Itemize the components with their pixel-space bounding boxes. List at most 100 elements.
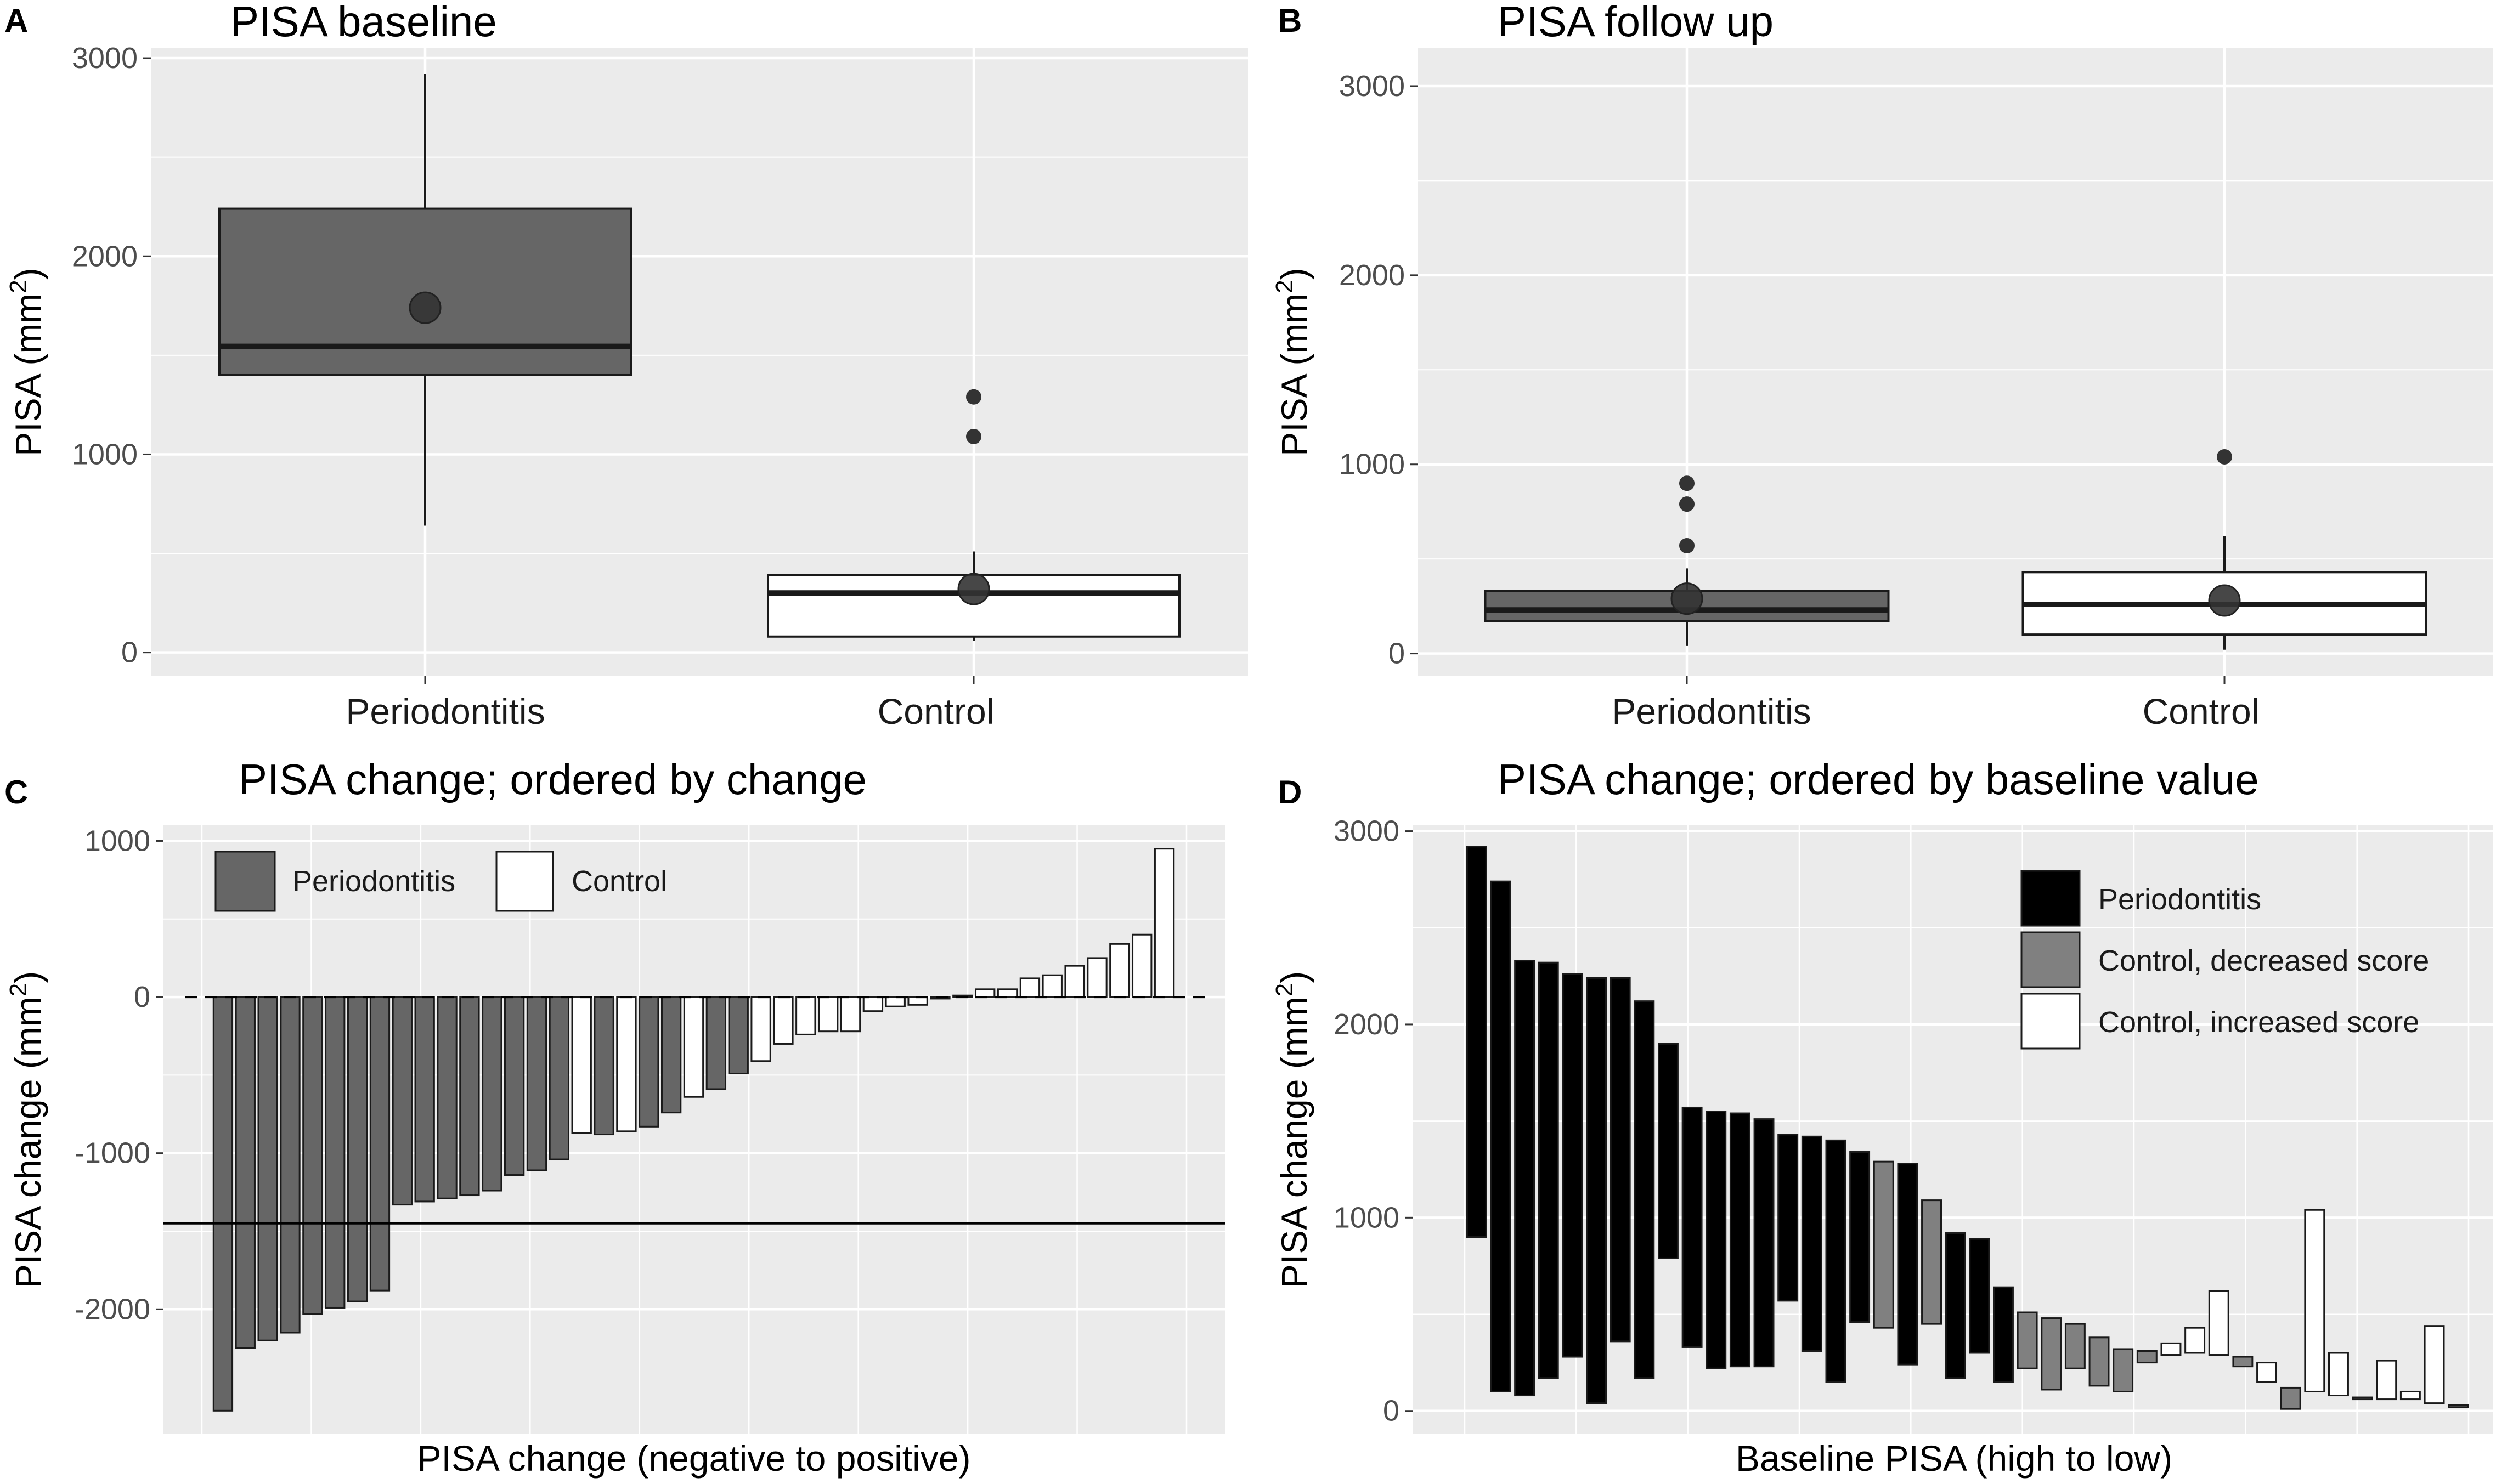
y-tick-label: 0: [134, 981, 150, 1013]
outlier-point: [2217, 449, 2232, 465]
bar-control-decreased: [2041, 1317, 2062, 1391]
panel-d-legend-swatch-control-decreased: [2020, 931, 2081, 988]
panel-b-y-ticks: 0 1000 2000 3000: [1339, 70, 2226, 684]
bar-control-decreased: [2088, 1336, 2110, 1387]
panel-c: 1000 0 -1000 -2000 C PISA change; ordered b…: [4, 755, 1225, 1479]
panel-a-label: A: [4, 2, 28, 39]
bar-periodontitis: [1538, 961, 1559, 1379]
bar-periodontitis: [1753, 1118, 1775, 1368]
panel-a-y-ticks: 0 1000 2000 3000: [72, 42, 975, 684]
bar-control-increased: [2208, 1290, 2229, 1356]
panel-b-y-axis-title: PISA (mm2): [1271, 268, 1314, 456]
y-tick-label: 0: [1383, 1395, 1399, 1428]
mean-point: [2208, 584, 2241, 617]
bar-control: [885, 996, 906, 1007]
bar-periodontitis: [392, 996, 413, 1206]
bar-control: [795, 996, 816, 1035]
outlier-point: [1679, 496, 1695, 512]
panel-a-y-axis-title: PISA (mm2): [5, 268, 48, 456]
bar-periodontitis: [1681, 1106, 1703, 1348]
panel-c-bars: [163, 848, 1225, 1412]
bar-control: [750, 996, 771, 1062]
mean-point: [957, 573, 990, 605]
bar-control-increased: [2399, 1390, 2421, 1401]
bar-control-increased: [2328, 1352, 2349, 1397]
panel-c-x-axis-title: PISA change (negative to positive): [417, 1438, 971, 1479]
box: [767, 574, 1181, 638]
bar-control-increased: [2184, 1327, 2206, 1354]
panel-c-legend-label-control: Control: [572, 865, 667, 898]
bar-control: [773, 996, 794, 1045]
panel-c-legend-swatch-control: [495, 851, 554, 912]
bar-periodontitis: [1490, 880, 1511, 1392]
panel-d-label: D: [1278, 774, 1302, 811]
panel-c-label: C: [4, 774, 28, 811]
bar-control-decreased: [2064, 1323, 2086, 1369]
bar-periodontitis: [257, 996, 278, 1341]
y-tick-label: -2000: [75, 1293, 150, 1326]
bar-control-increased: [2424, 1325, 2445, 1404]
panel-b-gridlines: [1418, 48, 2493, 676]
bar-periodontitis: [1514, 960, 1535, 1397]
panel-b-category-periodontitis: Periodontitis: [1612, 691, 1811, 732]
bar-control: [1019, 977, 1041, 998]
panel-a: 0 1000 2000 3000 A PISA baseline PISA (mm2)…: [4, 0, 1248, 732]
bar-control: [818, 996, 839, 1033]
panel-b-category-control: Control: [2143, 691, 2260, 732]
bar-periodontitis: [280, 996, 301, 1334]
mean-point: [409, 291, 442, 324]
panel-d-legend: Periodontitis Control, decreased score C…: [2020, 870, 2429, 1050]
panel-d-title: PISA change; ordered by baseline value: [1498, 755, 2259, 803]
bar-periodontitis: [1777, 1134, 1799, 1302]
panel-d-legend-label-control-increased: Control, increased score: [2098, 1006, 2419, 1039]
panel-c-y-ticks: 1000 0 -1000 -2000: [75, 824, 163, 1326]
y-tick-label: -1000: [75, 1137, 150, 1170]
bar-control: [840, 996, 861, 1033]
bar-periodontitis: [347, 996, 368, 1302]
outlier-point: [966, 428, 981, 444]
bar-periodontitis: [1658, 1043, 1679, 1259]
bar-control: [997, 988, 1018, 998]
panel-c-title: PISA change; ordered by change: [239, 755, 867, 803]
bar-control: [1042, 974, 1063, 998]
y-tick-label: 0: [121, 636, 138, 669]
bar-periodontitis: [1610, 977, 1631, 1343]
panel-a-category-control: Control: [878, 691, 995, 732]
y-tick-label: 1000: [1334, 1201, 1399, 1234]
bar-control-decreased: [2136, 1350, 2158, 1364]
bar-periodontitis: [369, 996, 391, 1292]
y-tick-label: 1000: [72, 438, 138, 471]
bar-periodontitis: [1993, 1286, 2014, 1383]
bar-periodontitis: [482, 996, 502, 1192]
bar-control-decreased: [2280, 1386, 2301, 1410]
panel-d-legend-label-control-decreased: Control, decreased score: [2098, 944, 2429, 977]
y-tick-label: 3000: [1339, 70, 1405, 103]
y-tick-label: 1000: [84, 824, 150, 857]
bar-control: [571, 996, 592, 1134]
y-tick-label: 2000: [72, 240, 138, 273]
bar-periodontitis: [1801, 1135, 1822, 1352]
bar-periodontitis: [1466, 846, 1487, 1238]
panel-d: 0 1000 2000 3000 D PISA change; ordered by …: [1271, 755, 2493, 1479]
bar-periodontitis: [1969, 1238, 1990, 1354]
bar-periodontitis: [325, 996, 346, 1309]
bar-control-decreased: [1873, 1160, 1894, 1329]
bar-periodontitis: [1825, 1139, 1846, 1383]
bar-control: [1109, 943, 1130, 998]
bar-periodontitis: [1849, 1151, 1871, 1323]
panel-d-legend-swatch-control-increased: [2020, 993, 2081, 1050]
bar-periodontitis: [594, 996, 614, 1136]
bar-control: [1087, 957, 1108, 998]
y-tick-label: 3000: [72, 42, 138, 75]
bar-periodontitis: [212, 996, 234, 1412]
panel-c-legend-swatch-periodontitis: [214, 851, 276, 912]
panel-b-label: B: [1278, 2, 1302, 39]
outlier-point: [1679, 475, 1695, 491]
y-tick-label: 2000: [1339, 259, 1405, 292]
panel-d-y-ticks: 0 1000 2000 3000: [1334, 815, 1413, 1428]
bar-control-decreased: [1921, 1199, 1942, 1325]
bar-control-increased: [2448, 1404, 2469, 1408]
bar-periodontitis: [1634, 1000, 1655, 1379]
panel-d-y-axis-title: PISA change (mm2): [1271, 971, 1314, 1288]
